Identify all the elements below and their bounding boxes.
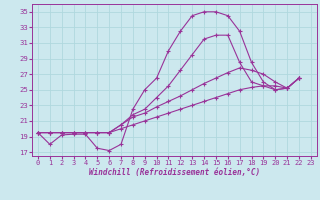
X-axis label: Windchill (Refroidissement éolien,°C): Windchill (Refroidissement éolien,°C) xyxy=(89,168,260,177)
